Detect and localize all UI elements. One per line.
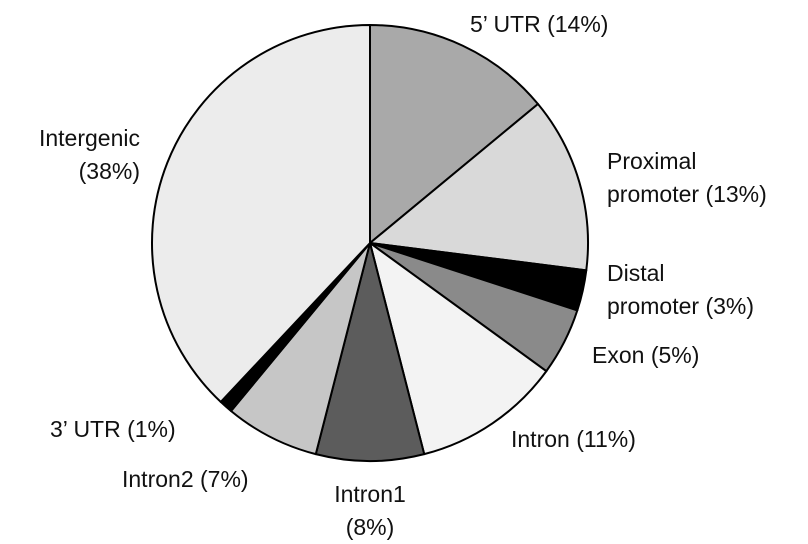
slice-label: 5’ UTR (14%)	[470, 8, 670, 41]
slice-label: Distal promoter (3%)	[607, 257, 757, 323]
pie-slice	[369, 242, 548, 456]
value-label: (1%)	[127, 416, 176, 442]
pie-slice	[369, 103, 589, 272]
category-label: 5’ UTR	[470, 11, 541, 37]
category-label: Intergenic	[38, 125, 140, 151]
category-label: 3’ UTR	[50, 416, 121, 442]
value-label: (11%)	[576, 426, 636, 452]
value-label: (7%)	[200, 466, 249, 492]
value-label: (14%)	[547, 11, 609, 37]
slice-label: Proximal promoter (13%)	[607, 145, 782, 211]
category-label: Distal promoter	[607, 260, 700, 319]
category-label: Intron1	[334, 481, 406, 507]
value-label: (8%)	[345, 514, 395, 540]
pie-slice	[151, 24, 371, 403]
pie-slice	[369, 24, 539, 244]
value-label: (13%)	[705, 181, 767, 207]
value-label: (3%)	[705, 293, 754, 319]
slice-label: Exon (5%)	[592, 339, 792, 372]
category-label: Intron2	[122, 466, 194, 492]
value-label: (5%)	[650, 342, 700, 368]
slice-label: Intron2 (7%)	[122, 463, 322, 496]
category-label: Intron	[511, 426, 570, 452]
category-label: Exon	[592, 342, 645, 368]
slice-label: 3’ UTR (1%)	[50, 413, 250, 446]
slice-label: Intron (11%)	[511, 423, 711, 456]
value-label: (38%)	[78, 158, 140, 184]
pie-slice	[314, 242, 426, 462]
category-label: Proximal promoter	[607, 148, 700, 207]
slice-label: Intron1 (8%)	[320, 478, 420, 544]
slice-label: Intergenic (38%)	[5, 122, 140, 188]
